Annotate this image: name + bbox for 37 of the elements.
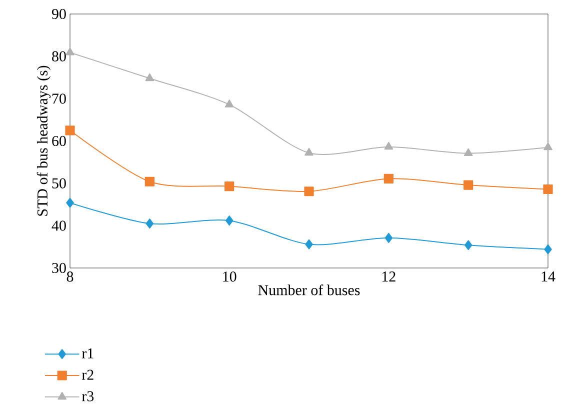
point: [544, 244, 552, 254]
legend-label: r3: [82, 391, 94, 402]
point: [145, 73, 154, 82]
legend-label: r2: [82, 370, 94, 380]
point: [464, 240, 472, 250]
x-tick-label: 12: [382, 272, 396, 282]
y-tick-label: 80: [52, 51, 66, 62]
y-tick-label: 40: [52, 220, 66, 231]
point: [65, 126, 75, 136]
y-tick-label: 90: [52, 8, 66, 20]
point: [384, 232, 393, 243]
point: [464, 180, 474, 190]
point: [304, 186, 314, 196]
x-tick-label: 8: [66, 272, 74, 282]
x-axis-title: Number of buses: [258, 284, 360, 296]
point: [146, 218, 154, 229]
y-tick-label: 50: [52, 178, 66, 188]
point: [225, 216, 234, 226]
y-tick-label: 60: [52, 136, 66, 146]
y-tick-label: 70: [52, 94, 66, 104]
point: [144, 176, 154, 186]
x-tick-label: 10: [223, 272, 236, 282]
point: [224, 100, 234, 108]
point: [384, 174, 394, 184]
x-tick-label: 14: [542, 272, 556, 282]
point: [544, 142, 552, 150]
point: [224, 181, 234, 192]
point: [66, 48, 74, 56]
point: [464, 148, 473, 156]
legend-label: r1: [82, 348, 94, 358]
point: [305, 239, 313, 250]
point: [384, 142, 394, 150]
point: [66, 198, 74, 208]
point: [543, 184, 553, 194]
point: [304, 148, 314, 156]
y-tick-label: 30: [52, 262, 66, 274]
y-axis-title: STD of bus headways (s): [36, 66, 51, 216]
